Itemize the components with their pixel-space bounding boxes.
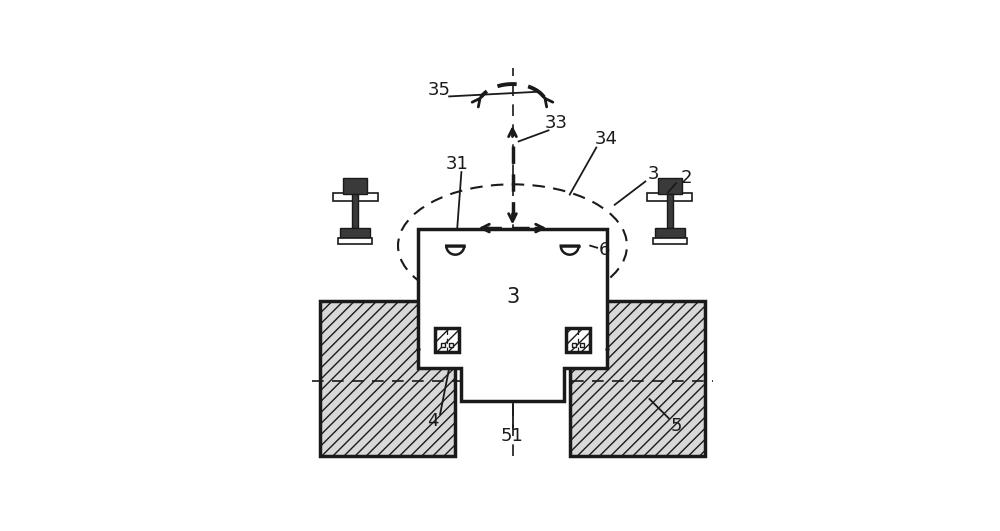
- Text: 6: 6: [599, 241, 610, 259]
- Text: 34: 34: [595, 131, 618, 148]
- Text: 2: 2: [681, 169, 692, 187]
- Bar: [352, 194, 358, 228]
- Bar: [658, 178, 682, 194]
- Text: 51: 51: [501, 427, 524, 445]
- Text: 5: 5: [670, 417, 682, 434]
- Bar: [338, 238, 372, 244]
- Text: 3: 3: [648, 165, 659, 183]
- Polygon shape: [561, 246, 579, 255]
- Bar: [653, 238, 687, 244]
- Bar: [572, 342, 576, 347]
- Bar: [449, 342, 453, 347]
- Bar: [320, 301, 455, 456]
- Bar: [580, 342, 584, 347]
- Bar: [655, 228, 685, 238]
- Text: 4: 4: [427, 413, 439, 431]
- Bar: [333, 193, 378, 201]
- Bar: [667, 194, 673, 228]
- Bar: [566, 328, 590, 352]
- Polygon shape: [446, 246, 464, 255]
- Text: 35: 35: [427, 81, 450, 99]
- Bar: [570, 301, 705, 456]
- Bar: [340, 228, 370, 238]
- Polygon shape: [418, 229, 607, 401]
- Text: 31: 31: [446, 155, 469, 173]
- Bar: [435, 328, 459, 352]
- Bar: [441, 342, 445, 347]
- Bar: [647, 193, 692, 201]
- Text: 3: 3: [506, 287, 519, 307]
- Text: 33: 33: [545, 114, 568, 132]
- Bar: [343, 178, 367, 194]
